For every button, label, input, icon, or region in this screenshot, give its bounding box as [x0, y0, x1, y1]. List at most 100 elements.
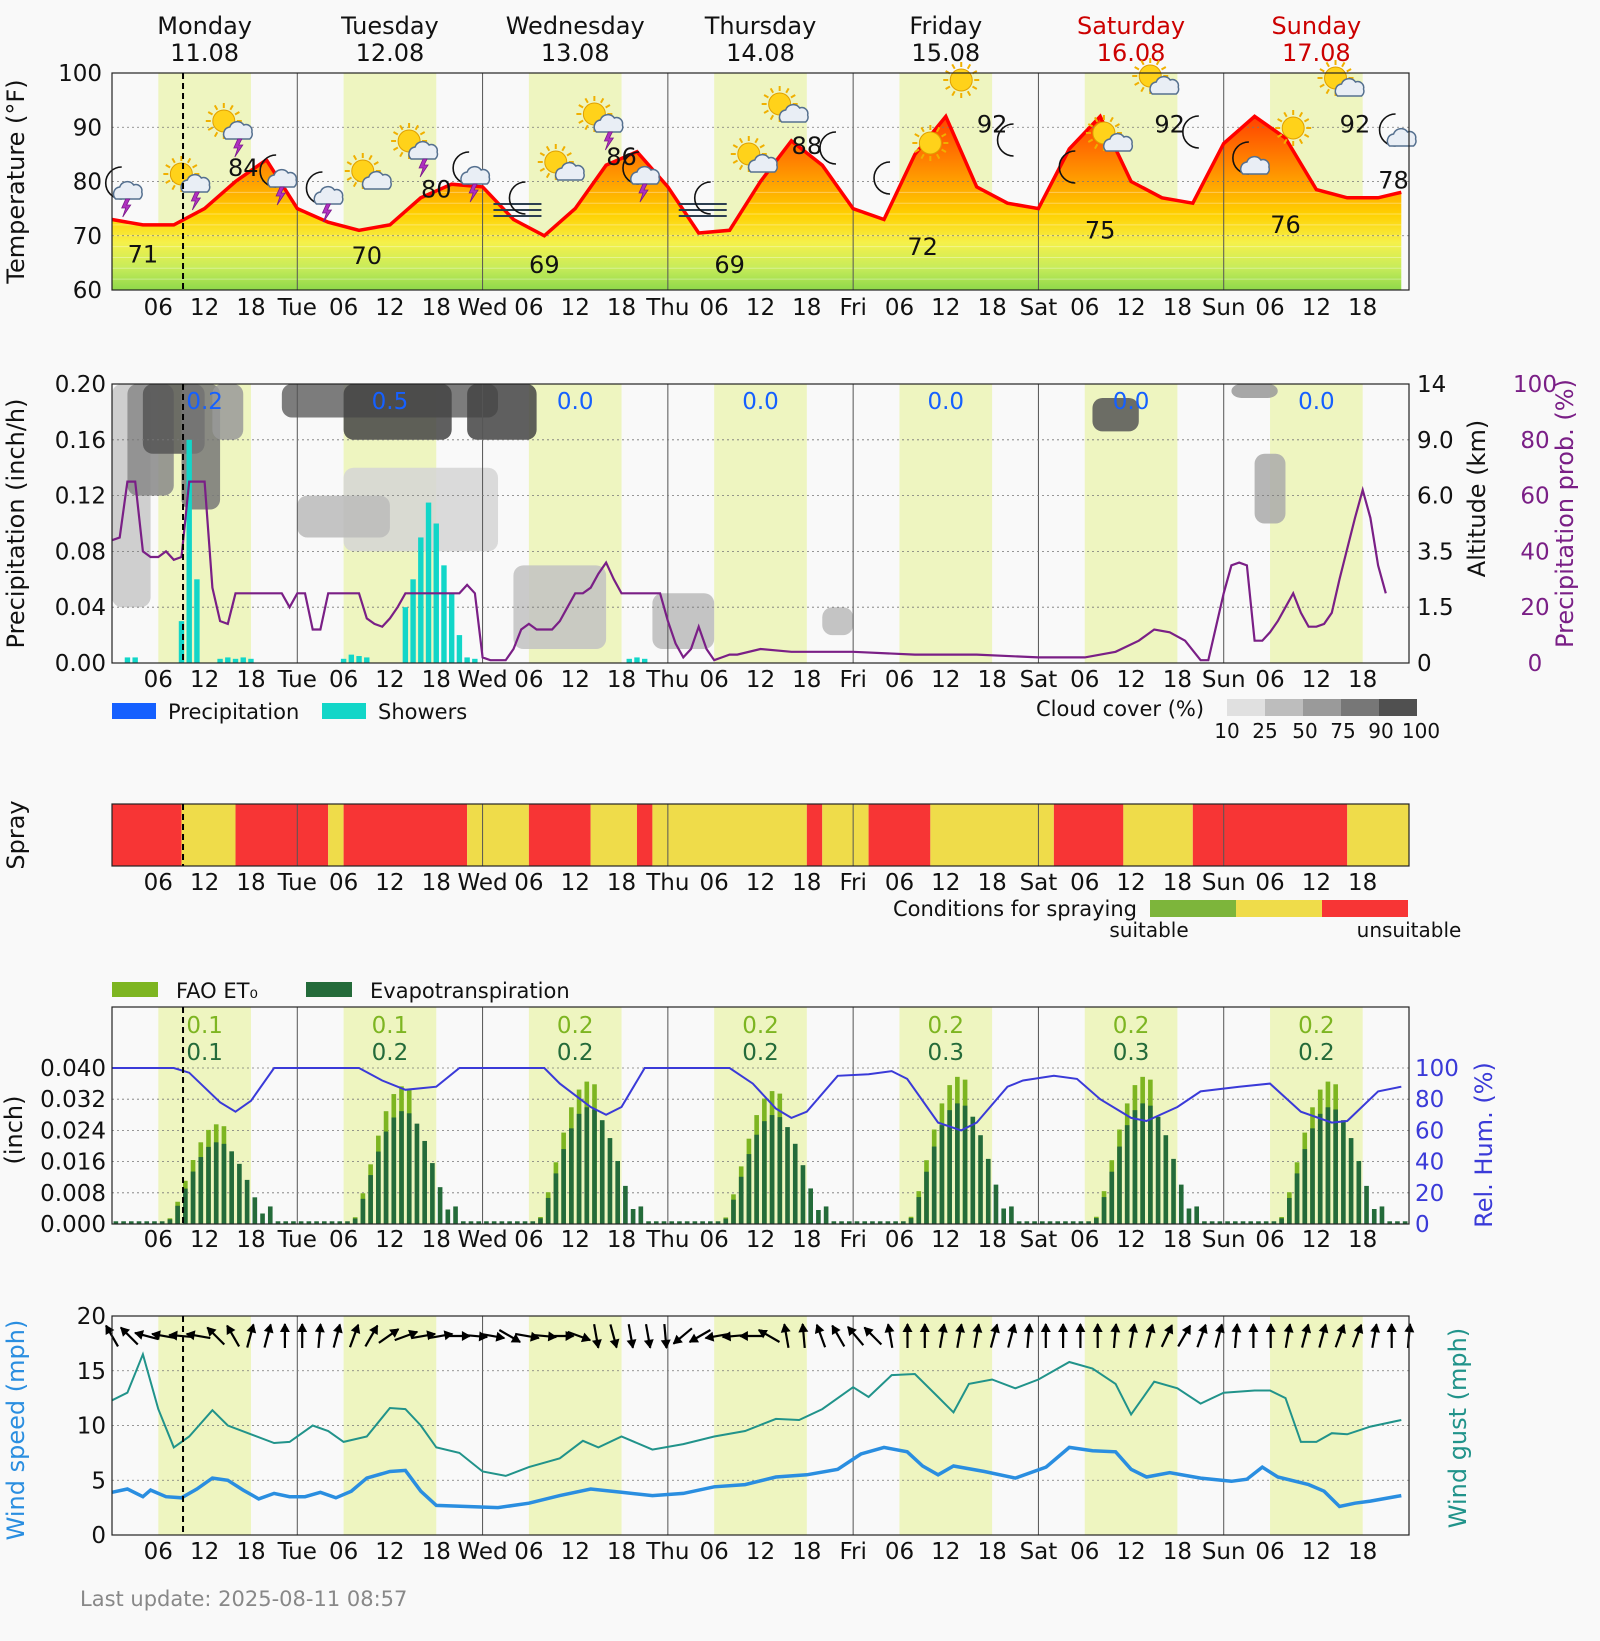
evapo-bar [800, 1165, 806, 1224]
evapo-bar [329, 1221, 335, 1224]
ray [186, 157, 192, 164]
spray-legend-title: Conditions for spraying [893, 897, 1137, 921]
ray [785, 87, 790, 94]
ray [399, 151, 404, 158]
ray [213, 131, 219, 138]
x-hour-tick: 12 [931, 870, 960, 896]
ray [1325, 61, 1330, 68]
cloud-shape [222, 121, 253, 140]
spray-segment [822, 804, 869, 866]
evapo-bar [1163, 1135, 1169, 1224]
x-hour-tick: 12 [1116, 1227, 1145, 1253]
x-hour-tick: 18 [236, 295, 265, 321]
evapo-bar [854, 1221, 860, 1224]
evapo-bar [545, 1197, 551, 1224]
shower-bar [248, 658, 254, 663]
evapo-bar [1009, 1206, 1014, 1224]
evapo-bar [1379, 1206, 1385, 1224]
arrow-head [495, 1331, 506, 1342]
ray [945, 85, 951, 90]
wind-arrow [831, 1324, 846, 1347]
sun-icon [1275, 110, 1312, 146]
y-tick-evapo: 0.040 [40, 1056, 106, 1082]
evapo-bar [1132, 1110, 1138, 1224]
evapo-bar [499, 1221, 505, 1224]
wind-arrow [609, 1324, 620, 1349]
arrow-head [757, 1329, 769, 1339]
spray-legend-swatch [1236, 900, 1322, 917]
ray [1134, 81, 1140, 86]
temp-max-label: 88 [792, 132, 823, 160]
arrow-head [1386, 1323, 1397, 1332]
ray [566, 152, 572, 157]
x-hour-tick: 06 [1255, 295, 1284, 321]
cloud-icon [630, 166, 661, 185]
evapo-bar [1387, 1221, 1393, 1224]
daily-evapo: 0.2 [557, 1040, 594, 1066]
day-header-date: 11.08 [170, 39, 239, 67]
ray [346, 176, 353, 181]
evapo-bar [1109, 1171, 1115, 1224]
x-hour-tick: 18 [1163, 1539, 1192, 1565]
arrow-head [1318, 1323, 1329, 1334]
x-hour-tick: 18 [607, 295, 636, 321]
x-hour-tick: 12 [1302, 667, 1331, 693]
arrow-head [333, 1323, 343, 1334]
x-hour-tick: 06 [1070, 667, 1099, 693]
wind-arrow [1370, 1323, 1381, 1349]
temp-max-label: 80 [421, 176, 452, 204]
wind-arrow [1334, 1323, 1346, 1348]
plot-frame [111, 1006, 1410, 1225]
daylight-band [158, 1007, 251, 1224]
evapo-bar [514, 1221, 520, 1224]
evapo-bar [1178, 1184, 1184, 1224]
x-day-tick: Sun [1202, 1227, 1246, 1253]
y-axis-title-altitude: Altitude (km) [1463, 420, 1491, 577]
wind-arrow [937, 1323, 948, 1349]
x-hour-tick: 06 [885, 295, 914, 321]
x-day-tick: Sat [1020, 667, 1058, 693]
wind-arrow [1351, 1323, 1364, 1348]
ray [545, 172, 551, 179]
ray [171, 184, 176, 191]
arrow-head [478, 1331, 489, 1342]
x-hour-tick: 06 [514, 295, 543, 321]
y-tick-altitude: 3.5 [1417, 539, 1454, 565]
spray-segment [930, 804, 1054, 866]
evapo-bar [1124, 1125, 1130, 1224]
moon-icon [1182, 115, 1199, 149]
evapo-bar [136, 1221, 142, 1224]
daily-evapo: 0.1 [186, 1040, 223, 1066]
evapo-bar [306, 1221, 312, 1224]
fog-icon [493, 203, 542, 217]
arrow-head [937, 1323, 948, 1333]
lightning-icon [468, 183, 479, 203]
cloud-cover-blob [513, 565, 607, 650]
cloud-shape [267, 169, 298, 188]
evapo-bar [939, 1125, 945, 1224]
shower-bar [641, 658, 648, 663]
cloud-icon [313, 186, 344, 205]
shower-bar [464, 657, 470, 663]
y-tick-altitude: 1.5 [1417, 595, 1454, 621]
cloud-icon [747, 154, 778, 173]
ray [1325, 88, 1330, 95]
evapo-bar [978, 1135, 983, 1224]
daily-precip-total: 0.0 [557, 389, 594, 415]
ray [1283, 138, 1288, 145]
daylight-band [1084, 1007, 1178, 1224]
x-day-tick: Tue [277, 1227, 317, 1253]
ray [207, 111, 214, 116]
daylight-band [1270, 384, 1363, 663]
ray [941, 148, 947, 153]
evapo-bar [785, 1127, 790, 1224]
ray [966, 90, 972, 97]
arrow-head [721, 1331, 732, 1342]
cloud-cover-blob [1231, 384, 1278, 398]
spray-segment [235, 804, 329, 866]
wind-arrow [626, 1323, 637, 1349]
x-hour-tick: 06 [144, 1539, 173, 1565]
evapo-bar [924, 1171, 929, 1224]
y-tick-evapo: 0.008 [40, 1181, 106, 1207]
evapo-bar [376, 1151, 381, 1224]
